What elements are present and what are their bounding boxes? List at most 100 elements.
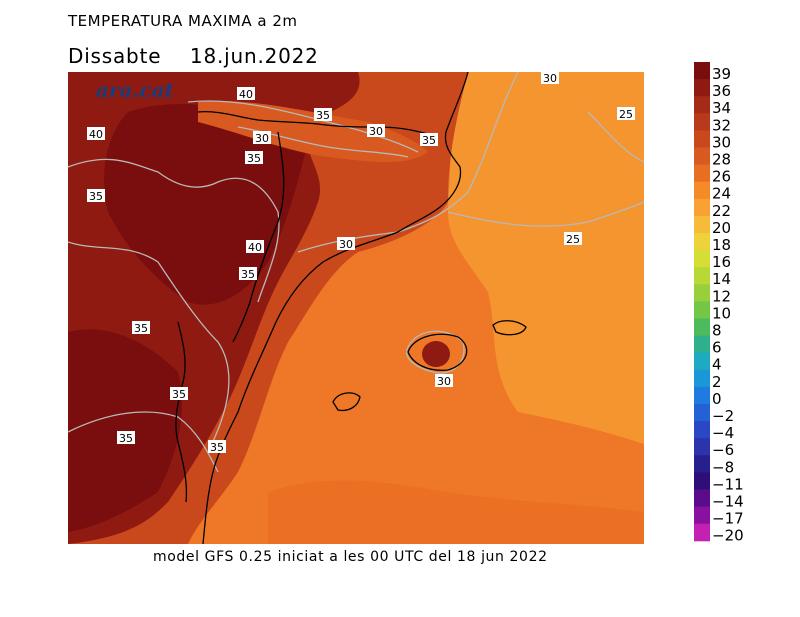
legend-swatch (694, 472, 710, 490)
legend-swatch (694, 455, 710, 473)
legend-label: −2 (712, 407, 734, 425)
contour-label: 25 (566, 233, 580, 246)
legend-swatch (694, 198, 710, 217)
legend-label: 32 (712, 116, 731, 134)
contour-label-box (87, 189, 105, 202)
contour-label: 25 (619, 108, 633, 121)
legend-label: −11 (712, 475, 744, 493)
legend-label: −20 (712, 527, 744, 545)
border-france-spain (197, 110, 429, 135)
legend-swatch (694, 352, 710, 371)
legend-label: −4 (712, 424, 734, 442)
contour-label: 35 (134, 322, 148, 335)
legend-label: 24 (712, 185, 731, 203)
contour-label-box (420, 133, 438, 146)
legend-swatch (694, 62, 710, 80)
temperature-map: ara.cat 40 35 30 30 35 30 25 40 35 35 30 25 40 35 35 30… (68, 72, 644, 544)
legend-swatch (694, 318, 710, 337)
legend-swatch (694, 506, 710, 525)
legend-swatch (694, 386, 710, 405)
legend-swatch (694, 113, 710, 131)
legend-label: 16 (712, 253, 731, 271)
hot-south-interior (68, 329, 182, 532)
legend-swatch (694, 181, 710, 200)
ara-cat-logo: ara.cat (96, 78, 175, 102)
legend-swatch (694, 335, 710, 354)
legend-label: −14 (712, 493, 744, 511)
mallorca-hotspot (422, 341, 450, 367)
contour-25 (447, 201, 644, 227)
contour-40 (68, 158, 280, 303)
contour-35-interior (68, 241, 230, 453)
contour-label: 35 (247, 152, 261, 165)
contour-label: 30 (437, 375, 451, 388)
contour-label-box (208, 440, 226, 453)
contour-labels: 40 35 30 30 35 30 25 40 35 35 30 25 40 35 35 30 35 35 35 (87, 72, 635, 454)
pyrenees-cool-band (198, 101, 428, 162)
contour-label-box (117, 431, 135, 444)
contour-label-box (237, 87, 255, 100)
contour-label: 40 (248, 241, 262, 254)
map-title: TEMPERATURA MAXIMA a 2m (68, 12, 298, 30)
contour-label: 30 (369, 125, 383, 138)
legend-swatch (694, 79, 710, 97)
legend-swatch (694, 250, 710, 268)
legend-label: 8 (712, 322, 722, 340)
map-date: Dissabte 18.jun.2022 (68, 44, 319, 68)
contour-label-box (253, 131, 271, 144)
contour-label: 35 (241, 268, 255, 281)
contour-25-north (587, 111, 644, 163)
contour-label: 30 (255, 132, 269, 145)
legend-swatch (694, 164, 710, 183)
legend-swatch (694, 147, 710, 166)
legend-label: 39 (712, 65, 731, 83)
contour-label-box (314, 108, 332, 121)
legend-label: 30 (712, 133, 731, 151)
temperature-legend: 39363432302826242220181614121086420−2−4−… (694, 62, 744, 545)
contour-label: 35 (89, 190, 103, 203)
legend-swatch (694, 421, 710, 439)
contour-label: 35 (422, 134, 436, 147)
legend-label: 0 (712, 390, 722, 408)
legend-swatch (694, 215, 710, 234)
contour-label-box (245, 151, 263, 164)
legend-swatch (694, 404, 710, 422)
contour-label: 30 (543, 72, 557, 85)
contour-label-box (617, 107, 635, 120)
legend-label: −6 (712, 441, 734, 459)
border-inland (232, 131, 285, 343)
legend-label: 14 (712, 270, 731, 288)
contour-label: 35 (316, 109, 330, 122)
contour-label-box (337, 237, 355, 250)
contour-label-box (87, 127, 105, 140)
contour-35-north (187, 100, 419, 153)
contour-label-box (239, 267, 257, 280)
legend-label: 36 (712, 82, 731, 100)
east-mild-region (438, 72, 644, 444)
legend-swatch (694, 130, 710, 148)
legend-label: 12 (712, 287, 731, 305)
ibiza-coast (332, 392, 361, 412)
legend-label: 22 (712, 202, 731, 220)
legend-swatch (694, 284, 710, 302)
menorca-coast (492, 320, 527, 336)
contour-label-box (564, 232, 582, 245)
legend-swatch (694, 438, 710, 456)
legend-label: 2 (712, 373, 722, 391)
contour-label: 40 (89, 128, 103, 141)
contour-35-south (68, 411, 219, 473)
legend-label: 6 (712, 339, 722, 357)
contour-label: 35 (172, 388, 186, 401)
contour-label-box (170, 387, 188, 400)
legend-swatch (694, 267, 710, 285)
contour-label: 35 (119, 432, 133, 445)
contour-label: 30 (339, 238, 353, 251)
legend-label: 10 (712, 304, 731, 322)
legend-label: 26 (712, 168, 731, 186)
contour-label-box (367, 124, 385, 137)
legend-swatch (694, 369, 710, 388)
borders-coastline (175, 72, 527, 544)
sea-south (268, 480, 644, 544)
legend-swatch (694, 523, 710, 542)
